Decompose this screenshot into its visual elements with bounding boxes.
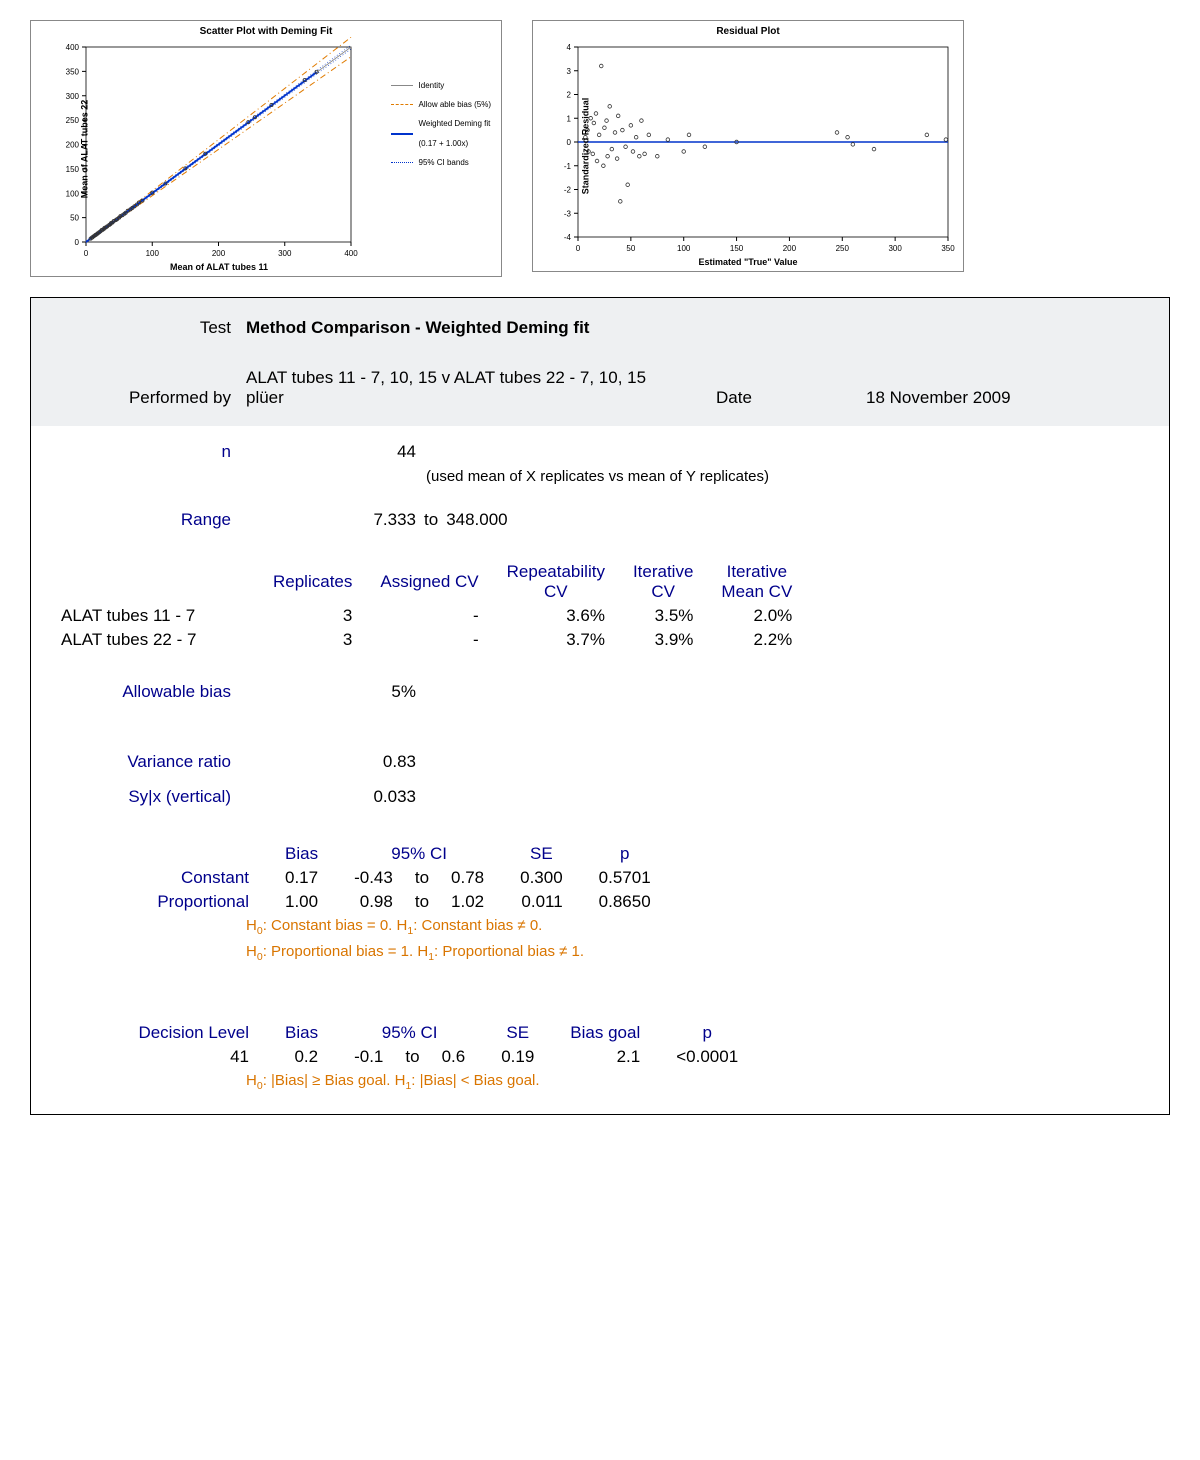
cv-h-iter: IterativeCV: [619, 560, 707, 604]
svg-text:350: 350: [941, 244, 955, 253]
svg-text:150: 150: [66, 165, 80, 174]
syx: 0.033: [246, 787, 416, 807]
bias-h-se: SE: [502, 842, 581, 866]
dec-h-ci: 95% CI: [336, 1021, 483, 1045]
plots-row: Scatter Plot with Deming Fit Mean of ALA…: [30, 20, 1170, 277]
report-header: Test Method Comparison - Weighted Deming…: [31, 298, 1169, 426]
range-from: 7.333: [246, 510, 416, 530]
svg-text:300: 300: [66, 92, 80, 101]
svg-text:200: 200: [783, 244, 797, 253]
scatter-title: Scatter Plot with Deming Fit: [31, 21, 501, 37]
variance-ratio-label: Variance ratio: [61, 752, 246, 772]
dec-h-se: SE: [483, 1021, 552, 1045]
dec-h-level: Decision Level: [61, 1021, 267, 1045]
svg-text:2: 2: [567, 91, 572, 100]
test-value: Method Comparison - Weighted Deming fit: [246, 318, 589, 338]
scatter-plot: Scatter Plot with Deming Fit Mean of ALA…: [30, 20, 502, 277]
cv-row-2: ALAT tubes 22 - 7 3 - 3.7% 3.9% 2.2%: [61, 628, 806, 652]
cv-row-1: ALAT tubes 11 - 7 3 - 3.6% 3.5% 2.0%: [61, 604, 806, 628]
bias-h-bias: Bias: [267, 842, 336, 866]
svg-text:50: 50: [626, 244, 635, 253]
bias-h-ci: 95% CI: [336, 842, 502, 866]
svg-text:400: 400: [66, 43, 80, 52]
svg-text:-1: -1: [564, 162, 572, 171]
test-label: Test: [61, 318, 246, 338]
allowable-bias-label: Allowable bias: [61, 682, 246, 702]
dec-h-p: p: [658, 1021, 756, 1045]
constant-row: Constant 0.17 -0.43 to 0.78 0.300 0.5701: [61, 866, 669, 890]
svg-text:50: 50: [70, 214, 79, 223]
scatter-xlabel: Mean of ALAT tubes 11: [170, 262, 268, 272]
residual-title: Residual Plot: [533, 21, 963, 37]
variance-ratio: 0.83: [246, 752, 416, 772]
cv-table: Replicates Assigned CV RepeatabilityCV I…: [61, 560, 806, 652]
svg-text:100: 100: [677, 244, 691, 253]
svg-text:250: 250: [836, 244, 850, 253]
report-body: n 44 (used mean of X replicates vs mean …: [31, 426, 1169, 1114]
cv-h-repeat: RepeatabilityCV: [493, 560, 619, 604]
dec-h-bias: Bias: [267, 1021, 336, 1045]
svg-text:4: 4: [567, 43, 572, 52]
svg-text:-2: -2: [564, 186, 572, 195]
date-value: 18 November 2009: [866, 388, 1011, 408]
report-panel: Test Method Comparison - Weighted Deming…: [30, 297, 1170, 1115]
svg-text:3: 3: [567, 67, 572, 76]
syx-label: Sy|x (vertical): [61, 787, 246, 807]
svg-text:300: 300: [278, 249, 292, 258]
proportional-row: Proportional 1.00 0.98 to 1.02 0.011 0.8…: [61, 890, 669, 914]
residual-plot: Residual Plot Standardized Residual Esti…: [532, 20, 964, 272]
cv-h-mean: IterativeMean CV: [707, 560, 806, 604]
cv-h-replicates: Replicates: [259, 560, 366, 604]
allowable-bias: 5%: [246, 682, 416, 702]
svg-text:0: 0: [84, 249, 89, 258]
svg-text:350: 350: [66, 67, 80, 76]
decision-row: 41 0.2 -0.1 to 0.6 0.19 2.1 <0.0001: [61, 1045, 756, 1069]
dec-h-goal: Bias goal: [552, 1021, 658, 1045]
svg-text:400: 400: [344, 249, 358, 258]
date-label: Date: [716, 388, 866, 408]
performed-by-label: Performed by: [61, 388, 246, 408]
svg-text:300: 300: [888, 244, 902, 253]
svg-text:200: 200: [212, 249, 226, 258]
svg-text:0: 0: [75, 238, 80, 247]
svg-text:100: 100: [66, 189, 80, 198]
performed-by: plüer: [246, 388, 716, 408]
svg-text:250: 250: [66, 116, 80, 125]
hypothesis-2: H0: Proportional bias = 1. H1: Proportio…: [246, 940, 1139, 966]
residual-svg: 0 50 100 150 200 250 300 350 -4 -3 -2 -1 0 1 2 3 4: [533, 37, 963, 267]
bias-h-p: p: [581, 842, 669, 866]
n-label: n: [61, 442, 246, 462]
n-value: 44: [246, 442, 416, 462]
range-to: 348.000: [446, 510, 507, 530]
svg-text:-4: -4: [564, 233, 572, 242]
svg-text:1: 1: [567, 114, 572, 123]
svg-text:0: 0: [576, 244, 581, 253]
range-label: Range: [61, 510, 246, 530]
hypothesis-1: H0: Constant bias = 0. H1: Constant bias…: [246, 914, 1139, 940]
residual-xlabel: Estimated "True" Value: [698, 257, 797, 267]
cv-h-assigned: Assigned CV: [366, 560, 492, 604]
decision-table: Decision Level Bias 95% CI SE Bias goal …: [61, 1021, 756, 1069]
n-note: (used mean of X replicates vs mean of Y …: [426, 468, 769, 485]
range-to-word: to: [416, 510, 446, 530]
hypothesis-3: H0: |Bias| ≥ Bias goal. H1: |Bias| < Bia…: [246, 1069, 1139, 1095]
scatter-ylabel: Mean of ALAT tubes 22: [79, 99, 89, 198]
bias-table: Bias 95% CI SE p Constant 0.17 -0.43 to …: [61, 842, 669, 914]
scatter-legend: IdentityAllow able bias (5%)Weighted Dem…: [391, 76, 491, 172]
svg-text:0: 0: [567, 138, 572, 147]
comparison-text: ALAT tubes 11 - 7, 10, 15 v ALAT tubes 2…: [246, 368, 646, 388]
svg-text:100: 100: [146, 249, 160, 258]
svg-text:200: 200: [66, 141, 80, 150]
svg-text:-3: -3: [564, 209, 572, 218]
residual-ylabel: Standardized Residual: [580, 98, 590, 195]
svg-text:150: 150: [730, 244, 744, 253]
